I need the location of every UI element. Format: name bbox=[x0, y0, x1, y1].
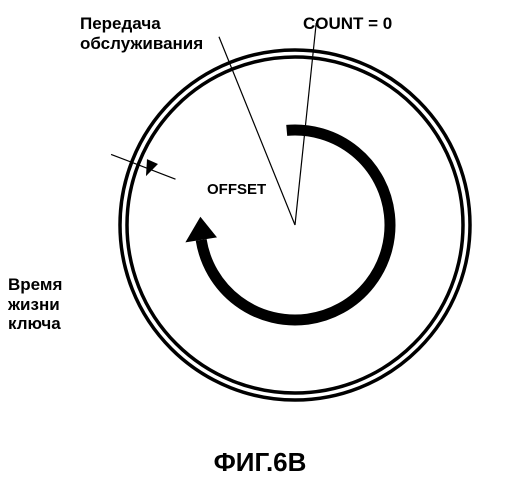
keylife-label: Время жизни ключа bbox=[8, 275, 62, 334]
figure-caption: ФИГ.6В bbox=[0, 448, 520, 478]
count-label: COUNT = 0 bbox=[303, 14, 392, 34]
handover-label: Передача обслуживания bbox=[80, 14, 203, 53]
offset-label: OFFSET bbox=[207, 181, 266, 198]
offset-diagram bbox=[0, 0, 520, 500]
